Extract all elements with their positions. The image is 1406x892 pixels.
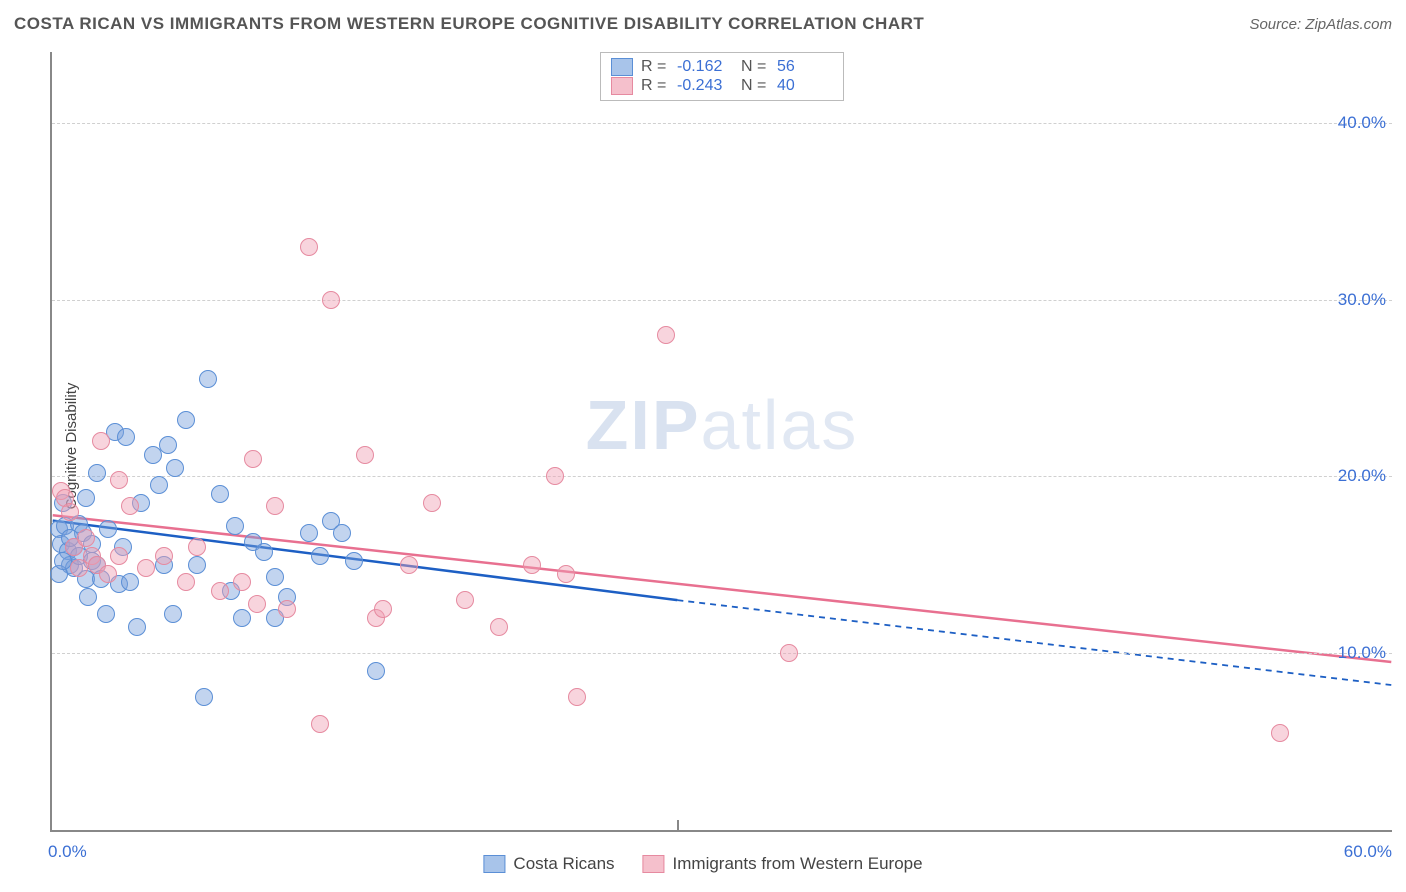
- watermark-bold: ZIP: [586, 386, 701, 464]
- data-point: [110, 471, 128, 489]
- r-label: R =: [641, 77, 669, 95]
- n-value: 40: [777, 77, 833, 95]
- data-point: [780, 644, 798, 662]
- data-point: [99, 520, 117, 538]
- data-point: [155, 547, 173, 565]
- data-point: [255, 543, 273, 561]
- data-point: [137, 559, 155, 577]
- watermark: ZIPatlas: [586, 385, 859, 465]
- gridline: [52, 653, 1392, 654]
- data-point: [110, 547, 128, 565]
- data-point: [523, 556, 541, 574]
- r-label: R =: [641, 58, 669, 76]
- data-point: [164, 605, 182, 623]
- gridline: [52, 123, 1392, 124]
- data-point: [233, 609, 251, 627]
- n-value: 56: [777, 58, 833, 76]
- y-tick-label: 40.0%: [1338, 113, 1386, 133]
- data-point: [211, 582, 229, 600]
- data-point: [195, 688, 213, 706]
- data-point: [177, 573, 195, 591]
- swatch-icon: [611, 77, 633, 95]
- data-point: [367, 662, 385, 680]
- swatch-icon: [483, 855, 505, 873]
- data-point: [278, 600, 296, 618]
- legend-stats-row: R = -0.162 N = 56: [611, 58, 833, 76]
- data-point: [121, 497, 139, 515]
- source-label: Source: ZipAtlas.com: [1249, 16, 1392, 33]
- data-point: [490, 618, 508, 636]
- x-tick-label: 0.0%: [48, 842, 87, 862]
- data-point: [188, 556, 206, 574]
- legend-stats: R = -0.162 N = 56 R = -0.243 N = 40: [600, 52, 844, 101]
- watermark-rest: atlas: [701, 386, 859, 464]
- x-tick-mark: [677, 820, 679, 832]
- swatch-icon: [643, 855, 665, 873]
- data-point: [356, 446, 374, 464]
- y-tick-label: 20.0%: [1338, 466, 1386, 486]
- data-point: [1271, 724, 1289, 742]
- chart-title: COSTA RICAN VS IMMIGRANTS FROM WESTERN E…: [14, 14, 924, 34]
- y-tick-label: 10.0%: [1338, 643, 1386, 663]
- data-point: [374, 600, 392, 618]
- data-point: [150, 476, 168, 494]
- y-tick-label: 30.0%: [1338, 290, 1386, 310]
- data-point: [188, 538, 206, 556]
- data-point: [177, 411, 195, 429]
- legend-series: Costa Ricans Immigrants from Western Eur…: [483, 854, 922, 874]
- data-point: [300, 524, 318, 542]
- data-point: [77, 489, 95, 507]
- data-point: [117, 428, 135, 446]
- n-label: N =: [741, 58, 769, 76]
- legend-stats-row: R = -0.243 N = 40: [611, 77, 833, 95]
- swatch-icon: [611, 58, 633, 76]
- plot-area: ZIPatlas R = -0.162 N = 56 R = -0.243 N …: [50, 52, 1392, 832]
- data-point: [97, 605, 115, 623]
- r-value: -0.243: [677, 77, 733, 95]
- data-point: [233, 573, 251, 591]
- legend-label: Immigrants from Western Europe: [673, 854, 923, 874]
- data-point: [248, 595, 266, 613]
- x-tick-label: 60.0%: [1344, 842, 1392, 862]
- data-point: [61, 503, 79, 521]
- data-point: [226, 517, 244, 535]
- gridline: [52, 300, 1392, 301]
- data-point: [92, 432, 110, 450]
- data-point: [121, 573, 139, 591]
- data-point: [211, 485, 229, 503]
- data-point: [166, 459, 184, 477]
- data-point: [311, 715, 329, 733]
- data-point: [400, 556, 418, 574]
- data-point: [159, 436, 177, 454]
- data-point: [546, 467, 564, 485]
- data-point: [456, 591, 474, 609]
- trend-lines: [52, 52, 1392, 830]
- data-point: [199, 370, 217, 388]
- data-point: [423, 494, 441, 512]
- legend-item: Immigrants from Western Europe: [643, 854, 923, 874]
- data-point: [88, 464, 106, 482]
- n-label: N =: [741, 77, 769, 95]
- legend-label: Costa Ricans: [513, 854, 614, 874]
- data-point: [322, 291, 340, 309]
- r-value: -0.162: [677, 58, 733, 76]
- data-point: [77, 529, 95, 547]
- data-point: [79, 588, 97, 606]
- legend-item: Costa Ricans: [483, 854, 614, 874]
- data-point: [557, 565, 575, 583]
- data-point: [333, 524, 351, 542]
- data-point: [657, 326, 675, 344]
- data-point: [266, 497, 284, 515]
- gridline: [52, 476, 1392, 477]
- data-point: [244, 450, 262, 468]
- data-point: [266, 568, 284, 586]
- data-point: [144, 446, 162, 464]
- data-point: [128, 618, 146, 636]
- data-point: [568, 688, 586, 706]
- data-point: [99, 565, 117, 583]
- data-point: [300, 238, 318, 256]
- data-point: [345, 552, 363, 570]
- data-point: [311, 547, 329, 565]
